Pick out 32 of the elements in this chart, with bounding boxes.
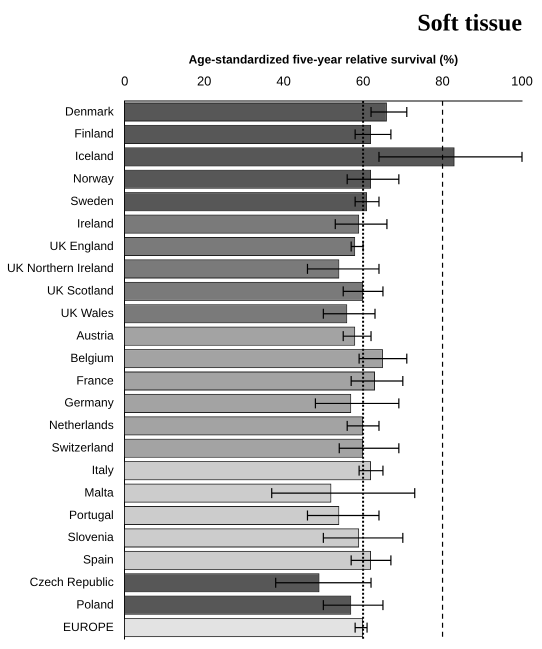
- y-tick-label: UK Scotland: [47, 284, 114, 298]
- y-tick-label: Malta: [84, 485, 114, 500]
- y-tick-label: UK England: [50, 238, 114, 253]
- x-tick-label: 40: [276, 74, 291, 89]
- x-tick-label: 80: [435, 74, 450, 89]
- y-tick-label: Italy: [92, 462, 114, 477]
- x-tick-label: 0: [121, 74, 128, 89]
- x-tick-label: 60: [356, 74, 370, 89]
- y-tick-label: Germany: [64, 396, 114, 410]
- y-tick-label: UK Wales: [60, 306, 114, 320]
- y-tick-label: UK Northern Ireland: [7, 261, 114, 276]
- y-tick-label: Ireland: [77, 216, 114, 230]
- y-tick-label: Iceland: [75, 149, 114, 164]
- x-tick-label: 20: [196, 74, 212, 89]
- y-tick-label: Finland: [74, 126, 114, 141]
- y-tick-label: Norway: [73, 172, 114, 186]
- y-tick-label: Austria: [76, 328, 114, 342]
- x-tick-label: 100: [511, 74, 533, 89]
- y-tick-label: Poland: [76, 597, 114, 612]
- chart-title: Soft tissue: [417, 10, 522, 37]
- y-tick-label: Portugal: [69, 508, 114, 522]
- y-tick-label: Netherlands: [49, 418, 114, 432]
- y-tick-label: France: [76, 373, 114, 388]
- y-tick-label: EUROPE: [63, 620, 114, 634]
- y-tick-label: Slovenia: [68, 530, 114, 544]
- y-tick-label: Spain: [83, 552, 114, 567]
- y-tick-label: Czech Republic: [30, 575, 114, 590]
- y-tick-label: Belgium: [70, 350, 114, 365]
- y-tick-label: Switzerland: [52, 440, 114, 455]
- y-tick-label: Sweden: [70, 194, 114, 208]
- y-tick-label: Denmark: [65, 104, 115, 118]
- x-axis-title: Age-standardized five-year relative survival (%): [188, 52, 458, 66]
